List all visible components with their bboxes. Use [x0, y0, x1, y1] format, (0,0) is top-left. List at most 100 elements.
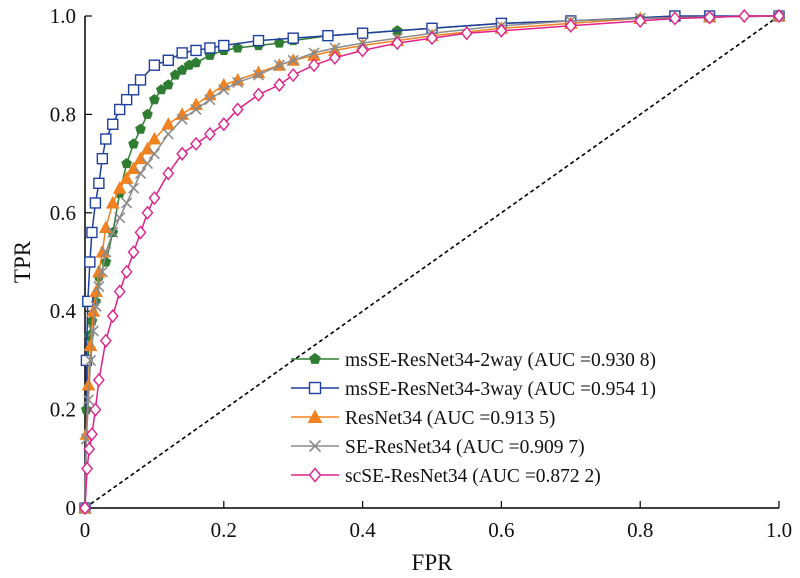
x-tick-label: 0.6 — [488, 518, 514, 542]
data-point — [134, 225, 147, 240]
legend-label: scSE-ResNet34 (AUC =0.872 2) — [345, 466, 601, 487]
data-point — [308, 467, 322, 483]
data-point — [391, 35, 404, 51]
data-point — [140, 141, 155, 155]
data-point — [703, 10, 716, 25]
series-line — [84, 15, 779, 509]
data-point — [135, 123, 146, 134]
data-point — [273, 59, 285, 71]
data-point — [190, 136, 202, 152]
legend-label: msSE-ResNet34-2way (AUC =0.930 8) — [345, 350, 656, 371]
data-point — [308, 439, 322, 453]
data-point — [161, 117, 176, 130]
data-point-stroke — [308, 439, 322, 453]
data-point — [134, 74, 147, 86]
data-point — [83, 441, 96, 457]
series-layer — [78, 8, 786, 516]
data-point-stroke — [357, 37, 369, 49]
y-tick-label: 0.2 — [50, 398, 76, 422]
data-point-stroke — [93, 281, 105, 293]
data-point-stroke — [190, 103, 202, 116]
data-point — [81, 461, 93, 476]
data-point — [176, 47, 188, 59]
data-point-stroke — [176, 113, 188, 125]
data-point — [162, 128, 174, 140]
data-point-stroke — [82, 394, 95, 406]
data-point — [93, 281, 105, 293]
data-point — [218, 84, 230, 96]
data-point — [120, 93, 133, 106]
data-point-stroke — [148, 148, 160, 160]
data-point — [426, 31, 438, 46]
data-point — [231, 102, 244, 117]
data-point — [79, 500, 91, 516]
data-point — [148, 59, 161, 71]
data-point — [92, 372, 105, 388]
x-tick-label: 0.4 — [349, 518, 376, 542]
data-point — [162, 79, 174, 90]
data-point — [89, 197, 102, 209]
y-tick-label: 0 — [66, 496, 77, 520]
data-point — [148, 148, 160, 160]
data-point — [217, 117, 230, 132]
data-point-stroke — [84, 354, 97, 366]
data-point — [162, 166, 175, 181]
y-tick-label: 1.0 — [50, 4, 76, 28]
data-point-stroke — [107, 226, 119, 239]
data-point-stroke — [204, 94, 216, 106]
data-point — [87, 325, 99, 337]
data-point-stroke — [90, 300, 102, 312]
series-4 — [79, 8, 785, 516]
data-point — [308, 47, 320, 59]
data-point — [308, 58, 320, 73]
data-point — [357, 37, 369, 49]
data-point — [308, 381, 322, 395]
legend-item: msSE-ResNet34-3way (AUC =0.954 1) — [291, 379, 656, 400]
data-point — [176, 113, 188, 125]
legend-label: SE-ResNet34 (AUC =0.909 7) — [345, 437, 585, 458]
data-point — [460, 26, 473, 41]
data-point — [100, 256, 112, 267]
data-point-stroke — [162, 128, 174, 140]
data-point — [287, 67, 300, 83]
x-tick-label: 1.0 — [766, 518, 792, 542]
data-point — [112, 181, 127, 194]
data-point — [100, 246, 112, 258]
data-point — [96, 152, 109, 165]
legend-item: SE-ResNet34 (AUC =0.909 7) — [291, 437, 585, 458]
data-point — [309, 352, 321, 364]
data-point — [738, 8, 751, 24]
data-point — [356, 43, 369, 58]
x-tick-label: 0.8 — [627, 518, 653, 542]
data-point — [773, 8, 785, 24]
data-point-stroke — [141, 158, 154, 170]
data-point — [204, 126, 216, 142]
data-point — [252, 87, 265, 102]
chance-diagonal-line — [84, 15, 780, 509]
data-point-stroke — [121, 197, 133, 209]
data-point-stroke — [252, 69, 265, 81]
data-point — [287, 54, 299, 66]
data-point — [162, 54, 174, 66]
data-point — [128, 182, 140, 194]
data-point-stroke — [134, 167, 147, 180]
data-point — [190, 103, 202, 116]
data-point — [634, 13, 647, 29]
y-axis-title: TPR — [10, 240, 35, 283]
x-tick-label: 0 — [80, 518, 91, 542]
data-point — [148, 190, 161, 206]
data-point — [190, 44, 202, 57]
data-point — [84, 256, 96, 268]
data-point — [121, 157, 132, 169]
data-point — [134, 167, 147, 180]
data-point — [128, 138, 139, 149]
data-point — [204, 94, 216, 106]
data-point — [107, 118, 119, 130]
data-point — [204, 42, 216, 54]
data-point-stroke — [128, 182, 140, 194]
data-point — [133, 151, 148, 165]
data-point-stroke — [232, 76, 244, 88]
x-axis-title: FPR — [412, 550, 454, 575]
y-tick-label: 0.4 — [50, 299, 77, 323]
